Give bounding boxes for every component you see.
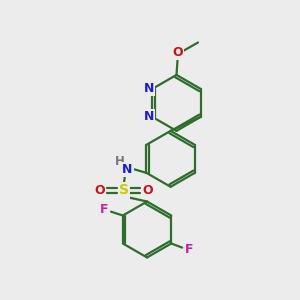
Text: F: F (185, 244, 193, 256)
Text: O: O (94, 184, 105, 197)
Text: H: H (115, 155, 125, 168)
Text: O: O (173, 46, 183, 59)
Text: O: O (142, 184, 153, 197)
Text: N: N (122, 163, 133, 176)
Text: S: S (119, 184, 129, 197)
Text: F: F (100, 203, 109, 216)
Text: N: N (144, 110, 154, 123)
Text: N: N (144, 82, 154, 95)
